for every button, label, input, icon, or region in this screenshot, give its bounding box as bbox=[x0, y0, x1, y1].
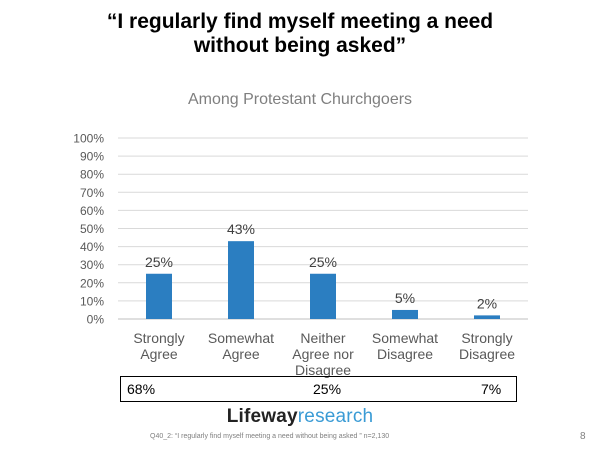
y-tick-label: 90% bbox=[80, 150, 104, 164]
y-tick-label: 100% bbox=[73, 132, 104, 146]
logo-research-text: research bbox=[297, 406, 374, 427]
y-tick-label: 0% bbox=[87, 313, 105, 327]
data-label: 5% bbox=[395, 290, 415, 306]
data-label: 43% bbox=[227, 221, 255, 237]
y-tick-label: 30% bbox=[80, 258, 104, 272]
bar bbox=[228, 241, 254, 319]
x-tick-label: Strongly Agree bbox=[133, 330, 184, 362]
summary-disagree-total: 7% bbox=[481, 381, 502, 397]
y-tick-label: 40% bbox=[80, 240, 104, 254]
data-label: 25% bbox=[145, 254, 173, 270]
bar bbox=[310, 273, 336, 319]
y-tick-label: 10% bbox=[80, 294, 104, 308]
x-tick-label: Somewhat Agree bbox=[208, 330, 274, 362]
page-number: 8 bbox=[580, 431, 586, 442]
data-label: 2% bbox=[477, 295, 497, 311]
bar bbox=[474, 315, 500, 319]
summary-box: 68% 25% 7% bbox=[120, 376, 517, 402]
summary-neutral-total: 25% bbox=[313, 381, 342, 397]
x-tick-label: Neither Agree nor Disagree bbox=[292, 330, 354, 378]
y-tick-label: 20% bbox=[80, 276, 104, 290]
bar-chart: 0% 10% 20% 30% 40% 50% 60% 70% 80% 90% 100% 25% Stro… bbox=[73, 132, 528, 378]
slide-title: “I regularly find myself meeting a need … bbox=[106, 10, 494, 57]
logo-brand-text: Lifeway bbox=[226, 406, 298, 427]
y-tick-label: 50% bbox=[80, 222, 104, 236]
y-tick-label: 60% bbox=[80, 204, 104, 218]
y-tick-label: 80% bbox=[80, 168, 104, 182]
footnote: Q40_2: “I regularly find myself meeting … bbox=[150, 433, 390, 440]
x-tick-label: Somewhat Disagree bbox=[372, 330, 438, 362]
x-tick-label: Strongly Disagree bbox=[459, 330, 515, 362]
bar bbox=[146, 273, 172, 319]
bar bbox=[392, 309, 418, 319]
data-label: 25% bbox=[309, 254, 337, 270]
lifeway-research-logo: Lifewayresearch bbox=[0, 406, 600, 428]
chart-title: Among Protestant Churchgoers bbox=[187, 91, 413, 108]
summary-agree-total: 68% bbox=[127, 381, 156, 397]
y-tick-label: 70% bbox=[80, 186, 104, 200]
